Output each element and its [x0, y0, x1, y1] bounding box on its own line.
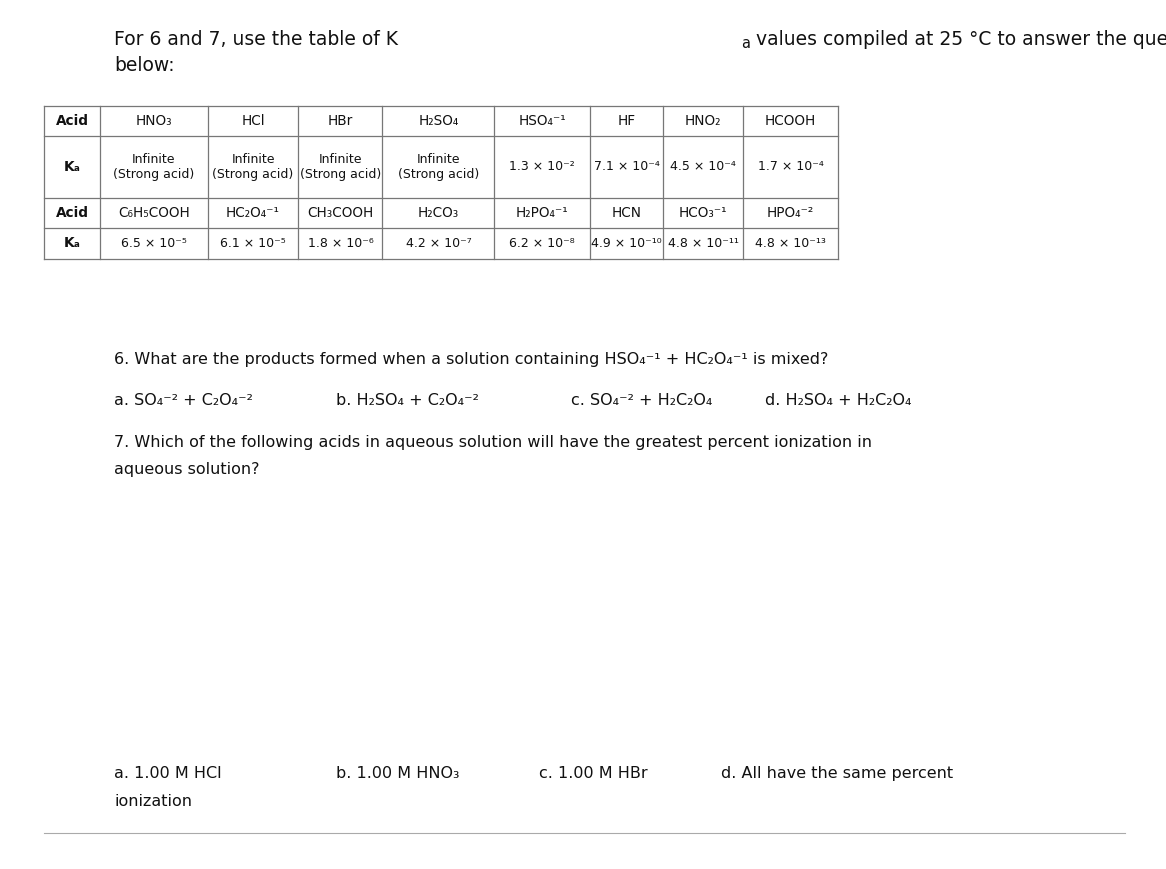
Text: 6.5 × 10⁻⁵: 6.5 × 10⁻⁵	[121, 237, 187, 249]
Text: b. 1.00 M HNO₃: b. 1.00 M HNO₃	[336, 766, 459, 781]
Text: HNO₃: HNO₃	[135, 114, 173, 128]
Text: HBr: HBr	[328, 114, 353, 128]
Text: C₆H₅COOH: C₆H₅COOH	[118, 206, 190, 220]
Text: 4.5 × 10⁻⁴: 4.5 × 10⁻⁴	[670, 161, 736, 173]
Text: a: a	[742, 36, 751, 50]
Text: a. 1.00 M HCl: a. 1.00 M HCl	[114, 766, 222, 781]
Text: 1.7 × 10⁻⁴: 1.7 × 10⁻⁴	[758, 161, 823, 173]
Text: 6.2 × 10⁻⁸: 6.2 × 10⁻⁸	[510, 237, 575, 249]
Text: below:: below:	[114, 56, 175, 76]
Text: HF: HF	[618, 114, 635, 128]
Text: Acid: Acid	[56, 206, 89, 220]
Text: HCl: HCl	[241, 114, 265, 128]
Text: aqueous solution?: aqueous solution?	[114, 462, 260, 477]
Text: 1.8 × 10⁻⁶: 1.8 × 10⁻⁶	[308, 237, 373, 249]
Text: c. SO₄⁻² + H₂C₂O₄: c. SO₄⁻² + H₂C₂O₄	[571, 393, 712, 408]
Text: For 6 and 7, use the table of K: For 6 and 7, use the table of K	[114, 30, 399, 50]
Text: H₂PO₄⁻¹: H₂PO₄⁻¹	[515, 206, 569, 220]
Text: Kₐ: Kₐ	[64, 160, 80, 174]
Text: HSO₄⁻¹: HSO₄⁻¹	[519, 114, 566, 128]
Text: 4.9 × 10⁻¹⁰: 4.9 × 10⁻¹⁰	[591, 237, 662, 249]
Text: Infinite
(Strong acid): Infinite (Strong acid)	[300, 153, 381, 181]
Text: a. SO₄⁻² + C₂O₄⁻²: a. SO₄⁻² + C₂O₄⁻²	[114, 393, 253, 408]
Text: 4.8 × 10⁻¹¹: 4.8 × 10⁻¹¹	[668, 237, 738, 249]
Text: Kₐ: Kₐ	[64, 236, 80, 250]
Text: b. H₂SO₄ + C₂O₄⁻²: b. H₂SO₄ + C₂O₄⁻²	[336, 393, 479, 408]
Text: d. All have the same percent: d. All have the same percent	[721, 766, 953, 781]
Text: CH₃COOH: CH₃COOH	[308, 206, 373, 220]
Text: H₂SO₄: H₂SO₄	[419, 114, 458, 128]
Text: H₂CO₃: H₂CO₃	[417, 206, 459, 220]
Text: ionization: ionization	[114, 794, 192, 809]
Text: c. 1.00 M HBr: c. 1.00 M HBr	[539, 766, 647, 781]
Text: Infinite
(Strong acid): Infinite (Strong acid)	[212, 153, 294, 181]
Text: Infinite
(Strong acid): Infinite (Strong acid)	[113, 153, 195, 181]
Text: 7.1 × 10⁻⁴: 7.1 × 10⁻⁴	[593, 161, 660, 173]
Text: Acid: Acid	[56, 114, 89, 128]
Text: HCN: HCN	[612, 206, 641, 220]
Text: 4.8 × 10⁻¹³: 4.8 × 10⁻¹³	[756, 237, 826, 249]
Text: 6. What are the products formed when a solution containing HSO₄⁻¹ + HC₂O₄⁻¹ is m: 6. What are the products formed when a s…	[114, 352, 829, 367]
Text: HC₂O₄⁻¹: HC₂O₄⁻¹	[226, 206, 280, 220]
Text: 4.2 × 10⁻⁷: 4.2 × 10⁻⁷	[406, 237, 471, 249]
Text: HCO₃⁻¹: HCO₃⁻¹	[679, 206, 728, 220]
Text: 6.1 × 10⁻⁵: 6.1 × 10⁻⁵	[220, 237, 286, 249]
Text: HNO₂: HNO₂	[684, 114, 722, 128]
Text: values compiled at 25 °C to answer the questions: values compiled at 25 °C to answer the q…	[750, 30, 1166, 50]
Text: HPO₄⁻²: HPO₄⁻²	[767, 206, 814, 220]
Text: 7. Which of the following acids in aqueous solution will have the greatest perce: 7. Which of the following acids in aqueo…	[114, 434, 872, 449]
Text: HCOOH: HCOOH	[765, 114, 816, 128]
Text: d. H₂SO₄ + H₂C₂O₄: d. H₂SO₄ + H₂C₂O₄	[765, 393, 912, 408]
Text: 1.3 × 10⁻²: 1.3 × 10⁻²	[510, 161, 575, 173]
Text: Infinite
(Strong acid): Infinite (Strong acid)	[398, 153, 479, 181]
